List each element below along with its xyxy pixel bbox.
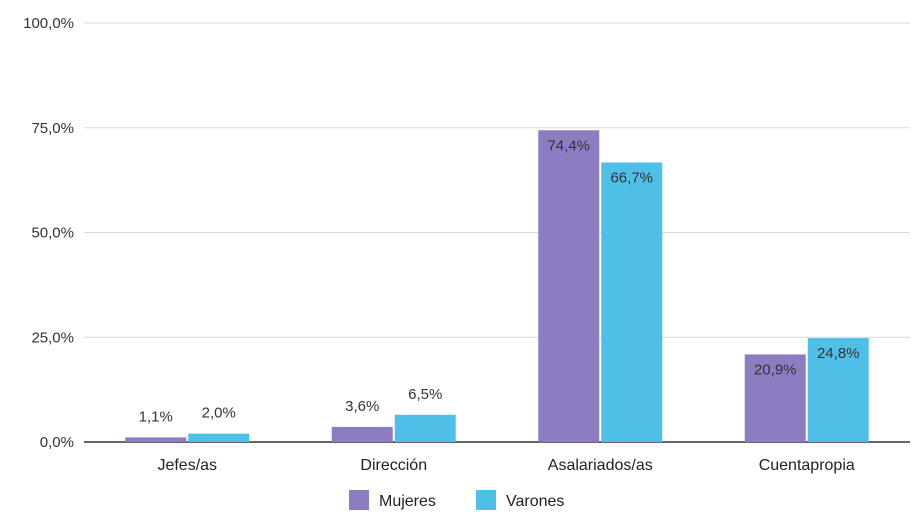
data-label: 74,4% xyxy=(547,137,590,154)
y-axis-ticks: 0,0% 25,0% 50,0% 75,0% 100,0% xyxy=(23,15,74,451)
data-label: 66,7% xyxy=(610,170,653,187)
bar-varones-2 xyxy=(601,162,663,443)
x-axis-ticks: Jefes/as Dirección Asalariados/as Cuentapro… xyxy=(157,457,854,474)
y-tick-label: 0,0% xyxy=(40,434,74,451)
data-label: 6,5% xyxy=(408,386,442,403)
legend-label-mujeres: Mujeres xyxy=(379,493,436,510)
bar-mujeres-1 xyxy=(331,426,393,442)
bar-varones-0 xyxy=(188,433,250,442)
bar-varones-3 xyxy=(807,338,869,442)
y-tick-label: 50,0% xyxy=(31,225,74,242)
bar-mujeres-0 xyxy=(125,437,187,442)
x-tick-label: Jefes/as xyxy=(157,457,217,474)
data-label: 24,8% xyxy=(817,345,860,362)
bar-varones-1 xyxy=(394,414,456,442)
legend-label-varones: Varones xyxy=(506,493,564,510)
x-tick-label: Dirección xyxy=(360,457,427,474)
data-label: 3,6% xyxy=(345,398,379,415)
x-tick-label: Cuentapropia xyxy=(759,457,855,474)
legend-swatch-mujeres xyxy=(349,490,369,510)
bars xyxy=(125,130,869,443)
x-tick-label: Asalariados/as xyxy=(548,457,653,474)
data-label: 1,1% xyxy=(139,408,173,425)
data-labels: 1,1% 2,0% 3,6% 6,5% 74,4% 66,7% 20,9% 24,8% xyxy=(139,137,860,425)
bar-mujeres-2 xyxy=(538,130,600,443)
y-tick-label: 100,0% xyxy=(23,15,74,32)
data-label: 2,0% xyxy=(202,405,236,422)
y-tick-label: 25,0% xyxy=(31,329,74,346)
legend-swatch-varones xyxy=(476,490,496,510)
y-tick-label: 75,0% xyxy=(31,120,74,137)
legend: Mujeres Varones xyxy=(349,490,564,510)
bar-mujeres-3 xyxy=(744,354,806,442)
data-label: 20,9% xyxy=(754,361,797,378)
